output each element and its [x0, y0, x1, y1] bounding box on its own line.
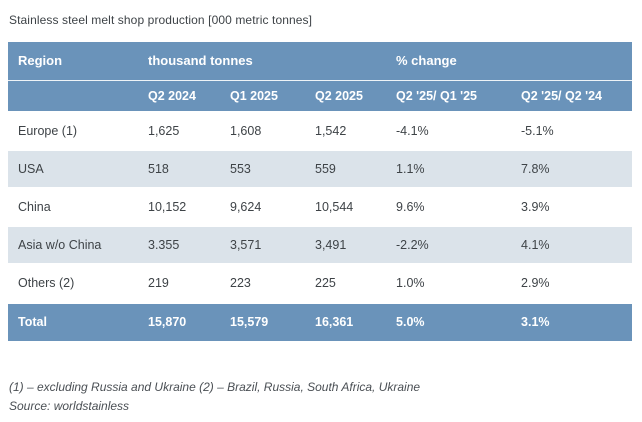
page-title: Stainless steel melt shop production [00…: [9, 13, 313, 27]
value-cell: 1,625: [148, 124, 180, 138]
pct-cell: 7.8%: [521, 162, 550, 176]
value-cell: 3.355: [148, 238, 180, 252]
pct-cell: 1.1%: [396, 162, 425, 176]
thousand-tonnes-group-header: thousand tonnes: [138, 42, 387, 81]
pct-cell: 4.1%: [521, 238, 550, 252]
pct-change-group-header: % change: [386, 42, 633, 81]
value-cell: 1,608: [230, 124, 262, 138]
table-row-asia-wo-china: Asia w/o China 3.355 3,571 3,491 -2.2% 4…: [8, 226, 633, 264]
footnote-source: Source: worldstainless: [9, 399, 130, 413]
col-header-q1-2025: Q1 2025: [220, 80, 305, 112]
total-pct-cell: 5.0%: [396, 315, 425, 330]
region-group-header: Region: [8, 42, 138, 81]
col-header-q2-2024: Q2 2024: [138, 80, 220, 112]
value-cell: 518: [148, 162, 169, 176]
value-cell: 1,542: [315, 124, 347, 138]
region-cell: USA: [18, 162, 44, 176]
value-cell: 10,544: [315, 200, 354, 214]
table-row-others: Others (2) 219 223 225 1.0% 2.9%: [8, 264, 633, 302]
region-cell: China: [18, 200, 51, 214]
footnotes: (1) – excluding Russia and Ukraine (2) –…: [9, 378, 634, 416]
region-cell: Europe (1): [18, 124, 78, 138]
production-table: Region thousand tonnes % change Q2 2024 …: [8, 42, 633, 341]
total-value-cell: 15,579: [230, 315, 269, 330]
value-cell: 9,624: [230, 200, 262, 214]
value-cell: 3,571: [230, 238, 262, 252]
total-pct-cell: 3.1%: [521, 315, 550, 330]
column-header-row: Q2 2024 Q1 2025 Q2 2025 Q2 '25/ Q1 '25 Q…: [8, 80, 633, 112]
table-row-total: Total 15,870 15,579 16,361 5.0% 3.1%: [8, 302, 633, 341]
value-cell: 559: [315, 162, 336, 176]
region-cell: Others (2): [18, 275, 75, 290]
value-cell: 223: [230, 275, 251, 290]
pct-cell: -4.1%: [396, 124, 429, 138]
footnote-definitions: (1) – excluding Russia and Ukraine (2) –…: [9, 380, 421, 394]
total-value-cell: 15,870: [148, 315, 187, 330]
total-value-cell: 16,361: [315, 315, 354, 330]
pct-cell: -2.2%: [396, 238, 429, 252]
group-header-row: Region thousand tonnes % change: [8, 42, 633, 81]
value-cell: 219: [148, 275, 169, 290]
value-cell: 10,152: [148, 200, 187, 214]
pct-cell: 2.9%: [521, 275, 550, 290]
pct-cell: 3.9%: [521, 200, 550, 214]
value-cell: 3,491: [315, 238, 347, 252]
table-row-usa: USA 518 553 559 1.1% 7.8%: [8, 150, 633, 188]
total-label-cell: Total: [18, 315, 47, 330]
col-header-q2-25-vs-q2-24: Q2 '25/ Q2 '24: [511, 80, 633, 112]
pct-cell: -5.1%: [521, 124, 554, 138]
pct-cell: 9.6%: [396, 200, 425, 214]
value-cell: 225: [315, 275, 336, 290]
value-cell: 553: [230, 162, 251, 176]
col-header-q2-2025: Q2 2025: [305, 80, 387, 112]
blank-header-cell: [8, 80, 138, 112]
col-header-q2-25-vs-q1-25: Q2 '25/ Q1 '25: [386, 80, 512, 112]
table-row-china: China 10,152 9,624 10,544 9.6% 3.9%: [8, 188, 633, 226]
region-cell: Asia w/o China: [18, 238, 102, 252]
pct-cell: 1.0%: [396, 275, 425, 290]
table-row-europe: Europe (1) 1,625 1,608 1,542 -4.1% -5.1%: [8, 112, 633, 150]
